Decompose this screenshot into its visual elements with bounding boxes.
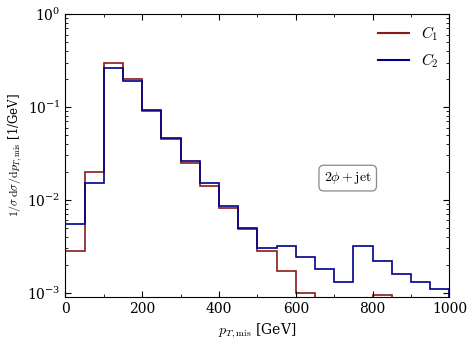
Y-axis label: $1/\sigma\,\mathrm{d}\sigma/\mathrm{d}p_{T,\mathrm{mis}}$ [1/GeV]: $1/\sigma\,\mathrm{d}\sigma/\mathrm{d}p_… bbox=[7, 94, 24, 218]
Legend: $C_1$, $C_2$: $C_1$, $C_2$ bbox=[372, 19, 445, 76]
X-axis label: $p_{T,\mathrm{mis}}$ [GeV]: $p_{T,\mathrm{mis}}$ [GeV] bbox=[219, 321, 297, 340]
Text: $2\phi+\mathrm{jet}$: $2\phi+\mathrm{jet}$ bbox=[324, 170, 372, 186]
